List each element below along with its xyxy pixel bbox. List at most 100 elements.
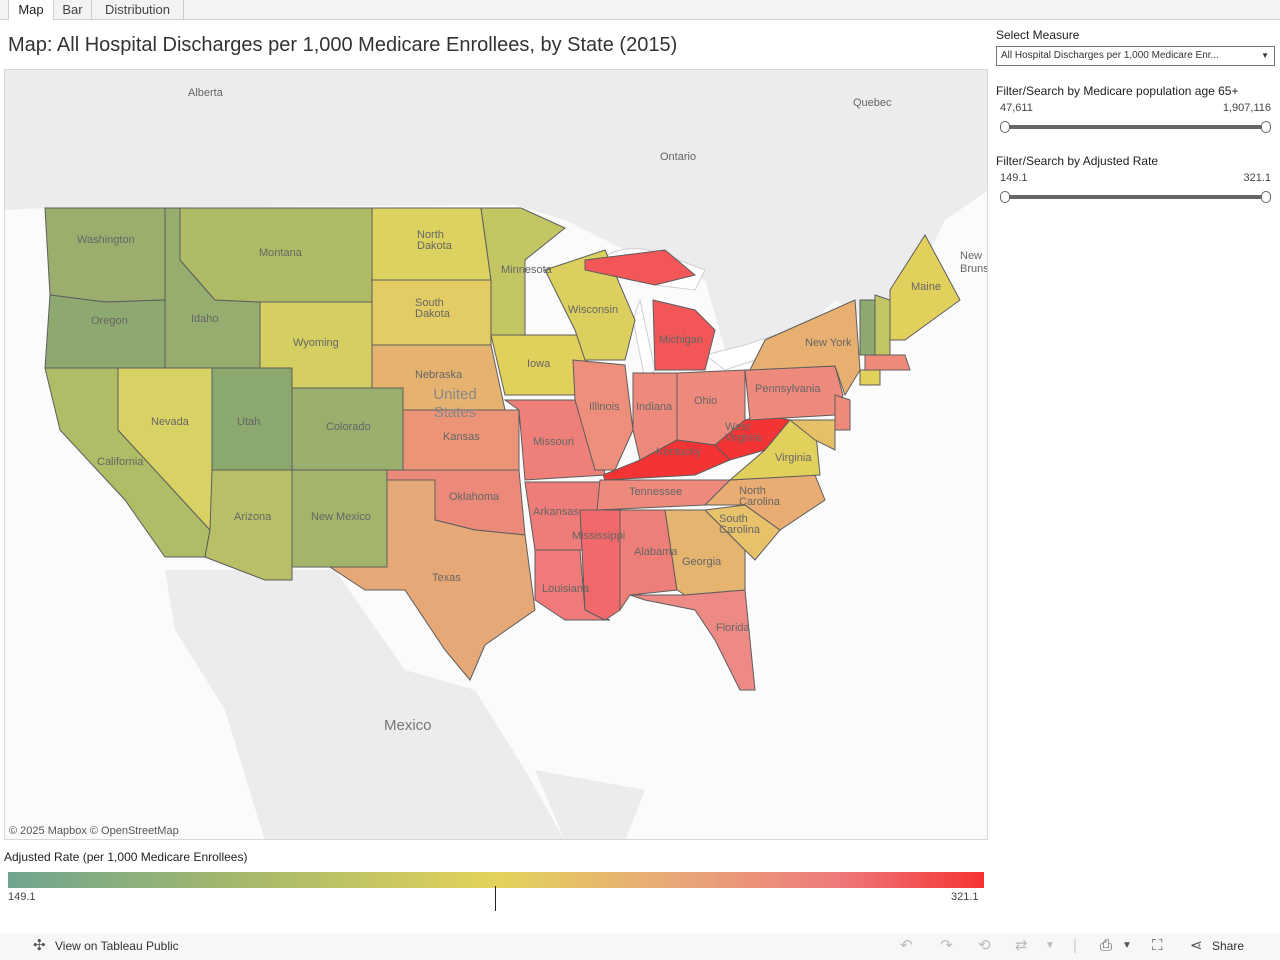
- color-legend-gradient: [8, 872, 984, 888]
- rate-filter: Filter/Search by Adjusted Rate 149.1 321…: [996, 154, 1275, 204]
- population-filter-label: Filter/Search by Medicare population age…: [996, 84, 1239, 98]
- state-label-oregon: Oregon: [91, 315, 128, 327]
- state-connecticut: [859, 369, 881, 386]
- state-florida: [629, 589, 756, 691]
- legend-title: Adjusted Rate (per 1,000 Medicare Enroll…: [4, 850, 248, 864]
- population-slider-max-handle[interactable]: [1261, 121, 1271, 133]
- rate-min: 149.1: [1000, 172, 1028, 184]
- population-slider-min-handle[interactable]: [1000, 121, 1010, 133]
- revert-icon[interactable]: ⟲: [978, 937, 991, 954]
- state-label-alabama: Alabama: [634, 546, 678, 558]
- state-oregon: [44, 294, 166, 369]
- state-label-utah: Utah: [237, 416, 261, 428]
- rate-max: 321.1: [1243, 172, 1271, 184]
- state-label-north-dakota: North Dakota: [417, 229, 452, 252]
- state-maine: [889, 234, 961, 341]
- state-label-arkansas: Arkansas: [533, 506, 579, 518]
- map-label-ontario: Ontario: [660, 151, 697, 163]
- dropdown-arrow-icon: ▼: [1261, 51, 1269, 60]
- state-label-north-carolina: North Carolina: [739, 485, 780, 508]
- state-label-new-york: New York: [805, 337, 852, 349]
- population-range: 47,611 1,907,116: [996, 102, 1275, 116]
- legend-min: 149.1: [8, 891, 36, 903]
- rate-range: 149.1 321.1: [996, 172, 1275, 186]
- map-attribution[interactable]: © 2025 Mapbox © OpenStreetMap: [9, 825, 179, 837]
- fullscreen-icon[interactable]: ⛶: [1152, 937, 1163, 954]
- map-canvas: [5, 70, 987, 839]
- tab-bar: Map Bar Distribution: [0, 0, 1280, 21]
- tab-map[interactable]: Map: [8, 0, 54, 21]
- rate-slider-min-handle[interactable]: [1000, 191, 1010, 203]
- redo-icon[interactable]: ↷: [940, 937, 953, 954]
- state-label-ohio: Ohio: [694, 395, 718, 407]
- state-label-wisconsin: Wisconsin: [568, 304, 619, 316]
- state-louisiana: [534, 549, 611, 621]
- share-icon[interactable]: ⋖: [1190, 937, 1203, 954]
- toolbar-divider: |: [1073, 937, 1077, 954]
- rate-filter-label: Filter/Search by Adjusted Rate: [996, 154, 1159, 168]
- state-label-montana: Montana: [259, 247, 302, 259]
- rate-slider[interactable]: [996, 190, 1275, 204]
- state-label-arizona: Arizona: [234, 511, 272, 523]
- download-menu-arrow-icon[interactable]: ▼: [1122, 940, 1132, 951]
- state-label-nebraska: Nebraska: [415, 369, 463, 381]
- page-title: Map: All Hospital Discharges per 1,000 M…: [8, 34, 678, 56]
- state-texas: [328, 479, 536, 681]
- state-label-tennessee: Tennessee: [629, 486, 683, 498]
- download-icon[interactable]: ⎙: [1100, 937, 1113, 954]
- map-label-quebec: Quebec: [853, 97, 892, 109]
- state-label-california: California: [97, 456, 144, 468]
- state-mississippi: [579, 509, 621, 621]
- state-label-wyoming: Wyoming: [293, 337, 339, 349]
- rate-slider-max-handle[interactable]: [1261, 191, 1271, 203]
- state-label-mississippi: Mississippi: [572, 530, 626, 542]
- state-wisconsin: [544, 249, 636, 361]
- measure-dropdown-value: All Hospital Discharges per 1,000 Medica…: [1001, 50, 1219, 61]
- undo-icon[interactable]: ↶: [900, 937, 913, 954]
- state-label-iowa: Iowa: [527, 358, 551, 370]
- state-label-illinois: Illinois: [589, 401, 620, 413]
- population-slider[interactable]: [996, 120, 1275, 134]
- toolbar-footer: ✣ View on Tableau Public ↶ ↷ ⟲ ⇄ ▼ | ⎙ ▼…: [0, 933, 1280, 960]
- rate-slider-track: [1004, 195, 1267, 199]
- tab-bar-chart[interactable]: Bar: [54, 0, 92, 20]
- state-label-pennsylvania: Pennsylvania: [755, 383, 821, 395]
- state-new-york: [749, 299, 861, 397]
- measure-dropdown[interactable]: All Hospital Discharges per 1,000 Medica…: [996, 46, 1275, 66]
- state-vermont: [859, 299, 876, 356]
- state-label-louisiana: Louisiana: [542, 583, 590, 595]
- map-label-mexico: Mexico: [384, 717, 432, 734]
- population-filter: Filter/Search by Medicare population age…: [996, 84, 1275, 134]
- state-label-texas: Texas: [432, 572, 461, 584]
- refresh-icon[interactable]: ⇄: [1015, 937, 1028, 954]
- select-measure-label: Select Measure: [996, 28, 1080, 42]
- map-label-united-states: United States: [433, 386, 477, 421]
- map-label-new-brunswick: New Brunswic: [960, 250, 987, 275]
- population-slider-track: [1004, 125, 1267, 129]
- population-min: 47,611: [1000, 102, 1033, 114]
- state-south-carolina: [703, 504, 781, 561]
- share-button[interactable]: Share: [1212, 939, 1245, 953]
- tableau-icon: ✣: [33, 937, 46, 954]
- state-arizona: [204, 469, 293, 581]
- state-massachusetts: [864, 354, 911, 371]
- state-label-missouri: Missouri: [533, 436, 574, 448]
- state-maryland: [788, 419, 836, 451]
- state-label-georgia: Georgia: [682, 556, 722, 568]
- state-label-oklahoma: Oklahoma: [449, 491, 500, 503]
- state-label-colorado: Colorado: [326, 421, 371, 433]
- state-label-south-dakota: South Dakota: [415, 297, 450, 320]
- tab-distribution[interactable]: Distribution: [92, 0, 184, 20]
- state-label-kentucky: Kentucky: [656, 446, 702, 458]
- view-on-tableau-public-link[interactable]: View on Tableau Public: [55, 939, 179, 953]
- refresh-menu-arrow-icon[interactable]: ▼: [1045, 940, 1055, 951]
- state-label-washington: Washington: [77, 234, 135, 246]
- state-label-indiana: Indiana: [636, 401, 673, 413]
- state-label-west-virginia: West Virginia: [725, 421, 762, 444]
- state-label-new-mexico: New Mexico: [311, 511, 371, 523]
- map-label-alberta: Alberta: [188, 87, 223, 99]
- choropleth-map[interactable]: Alberta Quebec Ontario New Brunswic Unit…: [4, 69, 988, 840]
- filter-panel: Select Measure All Hospital Discharges p…: [996, 28, 1276, 203]
- state-label-virginia: Virginia: [775, 452, 812, 464]
- state-label-maine: Maine: [911, 281, 941, 293]
